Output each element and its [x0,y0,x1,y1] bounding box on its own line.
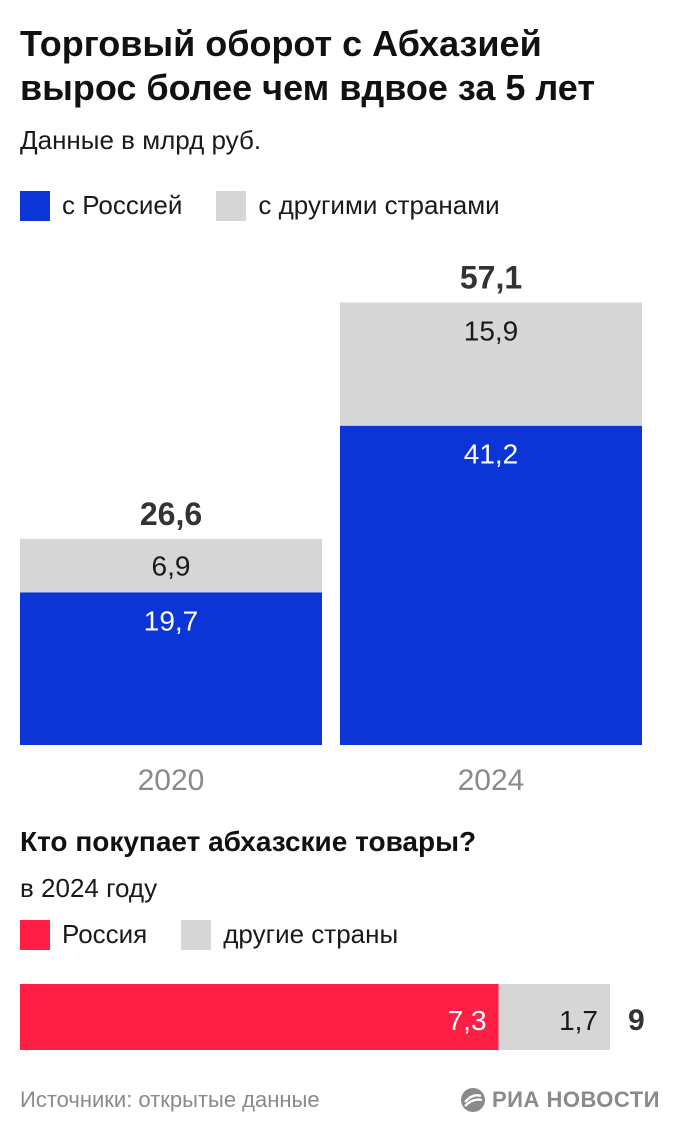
bar-other-buyers [498,984,610,1050]
page-subtitle: Данные в млрд руб. [20,125,262,155]
value-label-other-2020: 6,9 [152,551,191,582]
legend-label-russia: с Россией [62,190,183,220]
bar-russia-2020 [20,592,322,745]
buyers-horizontal-bar-chart: 7,3 1,7 9 [20,984,645,1050]
legend-swatch-russia [20,190,50,221]
value-label-other-2024: 15,9 [464,315,519,346]
legend-swatch-russia-buyer [20,919,50,950]
value-label-other-buyers: 1,7 [559,1005,598,1036]
value-label-russia-2024: 41,2 [464,439,519,470]
legend-label-other-countries: с другими странами [258,190,500,220]
total-label-2024: 57,1 [460,259,522,295]
value-label-russia-buyer: 7,3 [448,1005,487,1036]
bar-russia-2024 [340,425,642,745]
bar-other-2020 [20,538,322,593]
ria-logo: РИА НОВОСТИ [460,1084,660,1116]
buyers-section-subtitle: в 2024 году [20,873,158,903]
ria-logo-text: РИА НОВОСТИ [491,1087,660,1112]
legend-swatch-other-buyers [181,919,212,950]
value-label-russia-2020: 19,7 [144,605,199,636]
trade-stacked-bar-chart: 19,7 6,9 26,6 2020 41,2 15,9 57,1 2024 [20,259,642,797]
total-label-2020: 26,6 [140,496,202,532]
legend-swatch-other-countries [216,190,247,221]
buyers-section-title: Кто покупает абхазские товары? [20,826,477,857]
x-tick-2024: 2024 [458,764,525,797]
ria-logo-icon [460,1088,485,1112]
legend-buyers: Россия другие страны [20,919,432,950]
legend-label-other-buyers: другие страны [223,919,399,949]
page-title: Торговый оборот с Абхазией вырос более ч… [20,23,595,108]
bar-russia-buyer [20,984,499,1050]
source-note: Источники: открытые данные [20,1087,320,1112]
bar-other-2024 [340,302,642,426]
legend-trade: с Россией с другими странами [20,190,534,221]
total-label-buyers: 9 [628,1004,645,1037]
x-tick-2020: 2020 [138,764,205,797]
legend-label-russia-buyer: Россия [62,919,148,949]
